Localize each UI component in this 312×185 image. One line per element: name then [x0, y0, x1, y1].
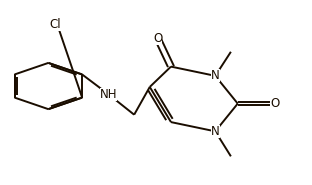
Text: NH: NH — [100, 88, 117, 101]
Text: O: O — [270, 97, 279, 110]
Text: Cl: Cl — [50, 18, 61, 31]
Text: N: N — [211, 69, 220, 82]
Text: O: O — [153, 32, 163, 45]
Text: N: N — [211, 125, 220, 138]
